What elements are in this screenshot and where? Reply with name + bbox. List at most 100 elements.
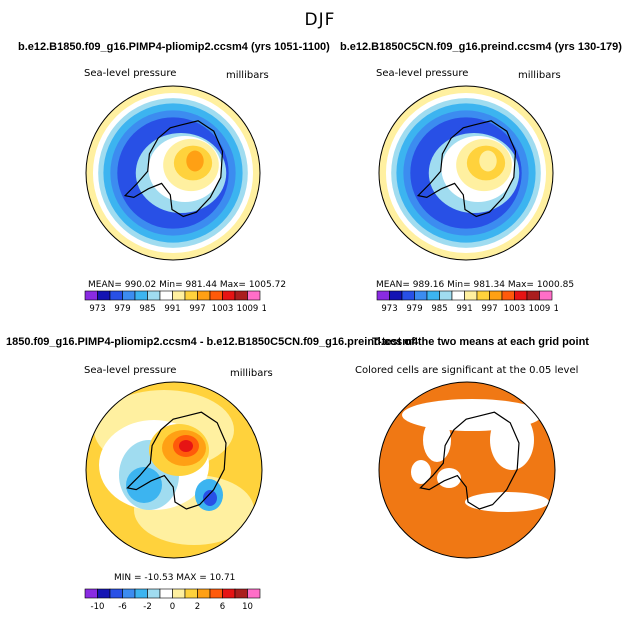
- colorbar-box: [376, 290, 390, 301]
- panel2-colorbar: 973 979 985 991 997 100310091015: [376, 290, 558, 314]
- colorbar-tick-label: 973: [381, 304, 397, 314]
- panel1-map: [85, 85, 261, 261]
- map-border: [378, 85, 554, 261]
- colorbar-box: [159, 290, 173, 301]
- colorbar-box: [514, 290, 528, 301]
- panel3-colorbar: -10 -6 -2 0 2 6 10: [84, 588, 261, 612]
- figure-title: DJF: [304, 10, 336, 30]
- panel4-map: [378, 381, 556, 559]
- colorbar-box: [247, 290, 261, 301]
- colorbar-box: [122, 588, 136, 599]
- colorbar-tick-label: 997: [189, 304, 205, 314]
- panel1-stats: MEAN= 990.02 Min= 981.44 Max= 1005.72: [88, 280, 287, 290]
- colorbar-box: [234, 290, 248, 301]
- panel2-map: [378, 85, 554, 261]
- colorbar-box: [109, 290, 123, 301]
- colorbar-tick-label: 1015: [262, 304, 266, 314]
- colorbar-box: [222, 290, 236, 301]
- colorbar-box: [147, 588, 161, 599]
- colorbar-box: [439, 290, 453, 301]
- antarctica-outline: [419, 411, 520, 510]
- colorbar-tick-label: 1015: [554, 304, 558, 314]
- colorbar-tick-label: -6: [118, 602, 126, 612]
- colorbar-box: [414, 290, 428, 301]
- colorbar-tick-label: 1003: [212, 304, 234, 314]
- colorbar-box: [184, 290, 198, 301]
- colorbar-tick-label: 1009: [237, 304, 259, 314]
- colorbar-box: [501, 290, 515, 301]
- non-significant-region: [465, 492, 549, 512]
- panel3-stats: MIN = -10.53 MAX = 10.71: [114, 573, 236, 583]
- map-border: [378, 381, 556, 559]
- colorbar-box: [209, 290, 223, 301]
- panel2-units-label: millibars: [518, 70, 561, 81]
- colorbar-tick-label: 10: [242, 602, 253, 612]
- difference-band: [203, 490, 217, 506]
- colorbar-box: [526, 290, 540, 301]
- colorbar-box: [197, 290, 211, 301]
- colorbar-box: [464, 290, 478, 301]
- colorbar-box: [147, 290, 161, 301]
- panel3-units-label: millibars: [230, 368, 273, 379]
- non-significant-region: [437, 468, 461, 488]
- colorbar-tick-label: -2: [143, 602, 151, 612]
- colorbar-box: [134, 290, 148, 301]
- colorbar-tick-label: 2: [195, 602, 200, 612]
- non-significant-region: [490, 410, 534, 470]
- colorbar-box: [97, 290, 111, 301]
- panel1-title: b.e12.B1850.f09_g16.PIMP4-pliomip2.ccsm4…: [18, 41, 330, 53]
- colorbar-box: [247, 588, 261, 599]
- colorbar-tick-label: 6: [220, 602, 225, 612]
- colorbar-box: [197, 588, 211, 599]
- panel1-variable-label: Sea-level pressure: [84, 68, 177, 79]
- panel3-map: [85, 381, 263, 559]
- colorbar-box: [451, 290, 465, 301]
- colorbar-box: [234, 588, 248, 599]
- colorbar-box: [426, 290, 440, 301]
- colorbar-tick-label: 997: [481, 304, 497, 314]
- colorbar-box: [172, 290, 186, 301]
- colorbar-box: [84, 290, 98, 301]
- colorbar-box: [476, 290, 490, 301]
- colorbar-box: [539, 290, 553, 301]
- colorbar-box: [109, 588, 123, 599]
- colorbar-box: [97, 588, 111, 599]
- map-border: [85, 381, 263, 559]
- panel3-title: 1850.f09_g16.PIMP4-pliomip2.ccsm4 - b.e1…: [6, 336, 419, 348]
- colorbar-tick-label: 991: [456, 304, 472, 314]
- colorbar-box: [489, 290, 503, 301]
- colorbar-box: [389, 290, 403, 301]
- panel1-colorbar: 973 979 985 991 997 100310091015: [84, 290, 266, 314]
- pressure-band: [479, 150, 497, 172]
- colorbar-tick-label: -10: [91, 602, 105, 612]
- colorbar-tick-label: 979: [114, 304, 130, 314]
- non-significant-region: [423, 418, 451, 462]
- colorbar-tick-label: 991: [164, 304, 180, 314]
- colorbar-box: [401, 290, 415, 301]
- colorbar-box: [122, 290, 136, 301]
- panel4-subtitle: Colored cells are significant at the 0.0…: [355, 365, 579, 376]
- panel1-units-label: millibars: [226, 70, 269, 81]
- antarctica-outline: [126, 411, 227, 510]
- colorbar-tick-label: 973: [89, 304, 105, 314]
- non-significant-region: [411, 460, 431, 484]
- colorbar-tick-label: 0: [170, 602, 175, 612]
- colorbar-box: [159, 588, 173, 599]
- antarctica-outline: [123, 120, 224, 218]
- colorbar-box: [172, 588, 186, 599]
- difference-band: [179, 440, 193, 452]
- colorbar-box: [134, 588, 148, 599]
- panel2-title: b.e12.B1850C5CN.f09_g16.preind.ccsm4 (yr…: [340, 41, 622, 53]
- antarctica-outline: [416, 120, 517, 218]
- panel3-variable-label: Sea-level pressure: [84, 365, 177, 376]
- colorbar-tick-label: 1009: [529, 304, 551, 314]
- colorbar-tick-label: 1003: [504, 304, 526, 314]
- panel2-stats: MEAN= 989.16 Min= 981.34 Max= 1000.85: [376, 280, 575, 290]
- panel4-title: T-test of the two means at each grid poi…: [372, 336, 589, 348]
- colorbar-box: [222, 588, 236, 599]
- colorbar-box: [84, 588, 98, 599]
- colorbar-tick-label: 979: [406, 304, 422, 314]
- colorbar-tick-label: 985: [431, 304, 447, 314]
- colorbar-box: [184, 588, 198, 599]
- colorbar-tick-label: 985: [139, 304, 155, 314]
